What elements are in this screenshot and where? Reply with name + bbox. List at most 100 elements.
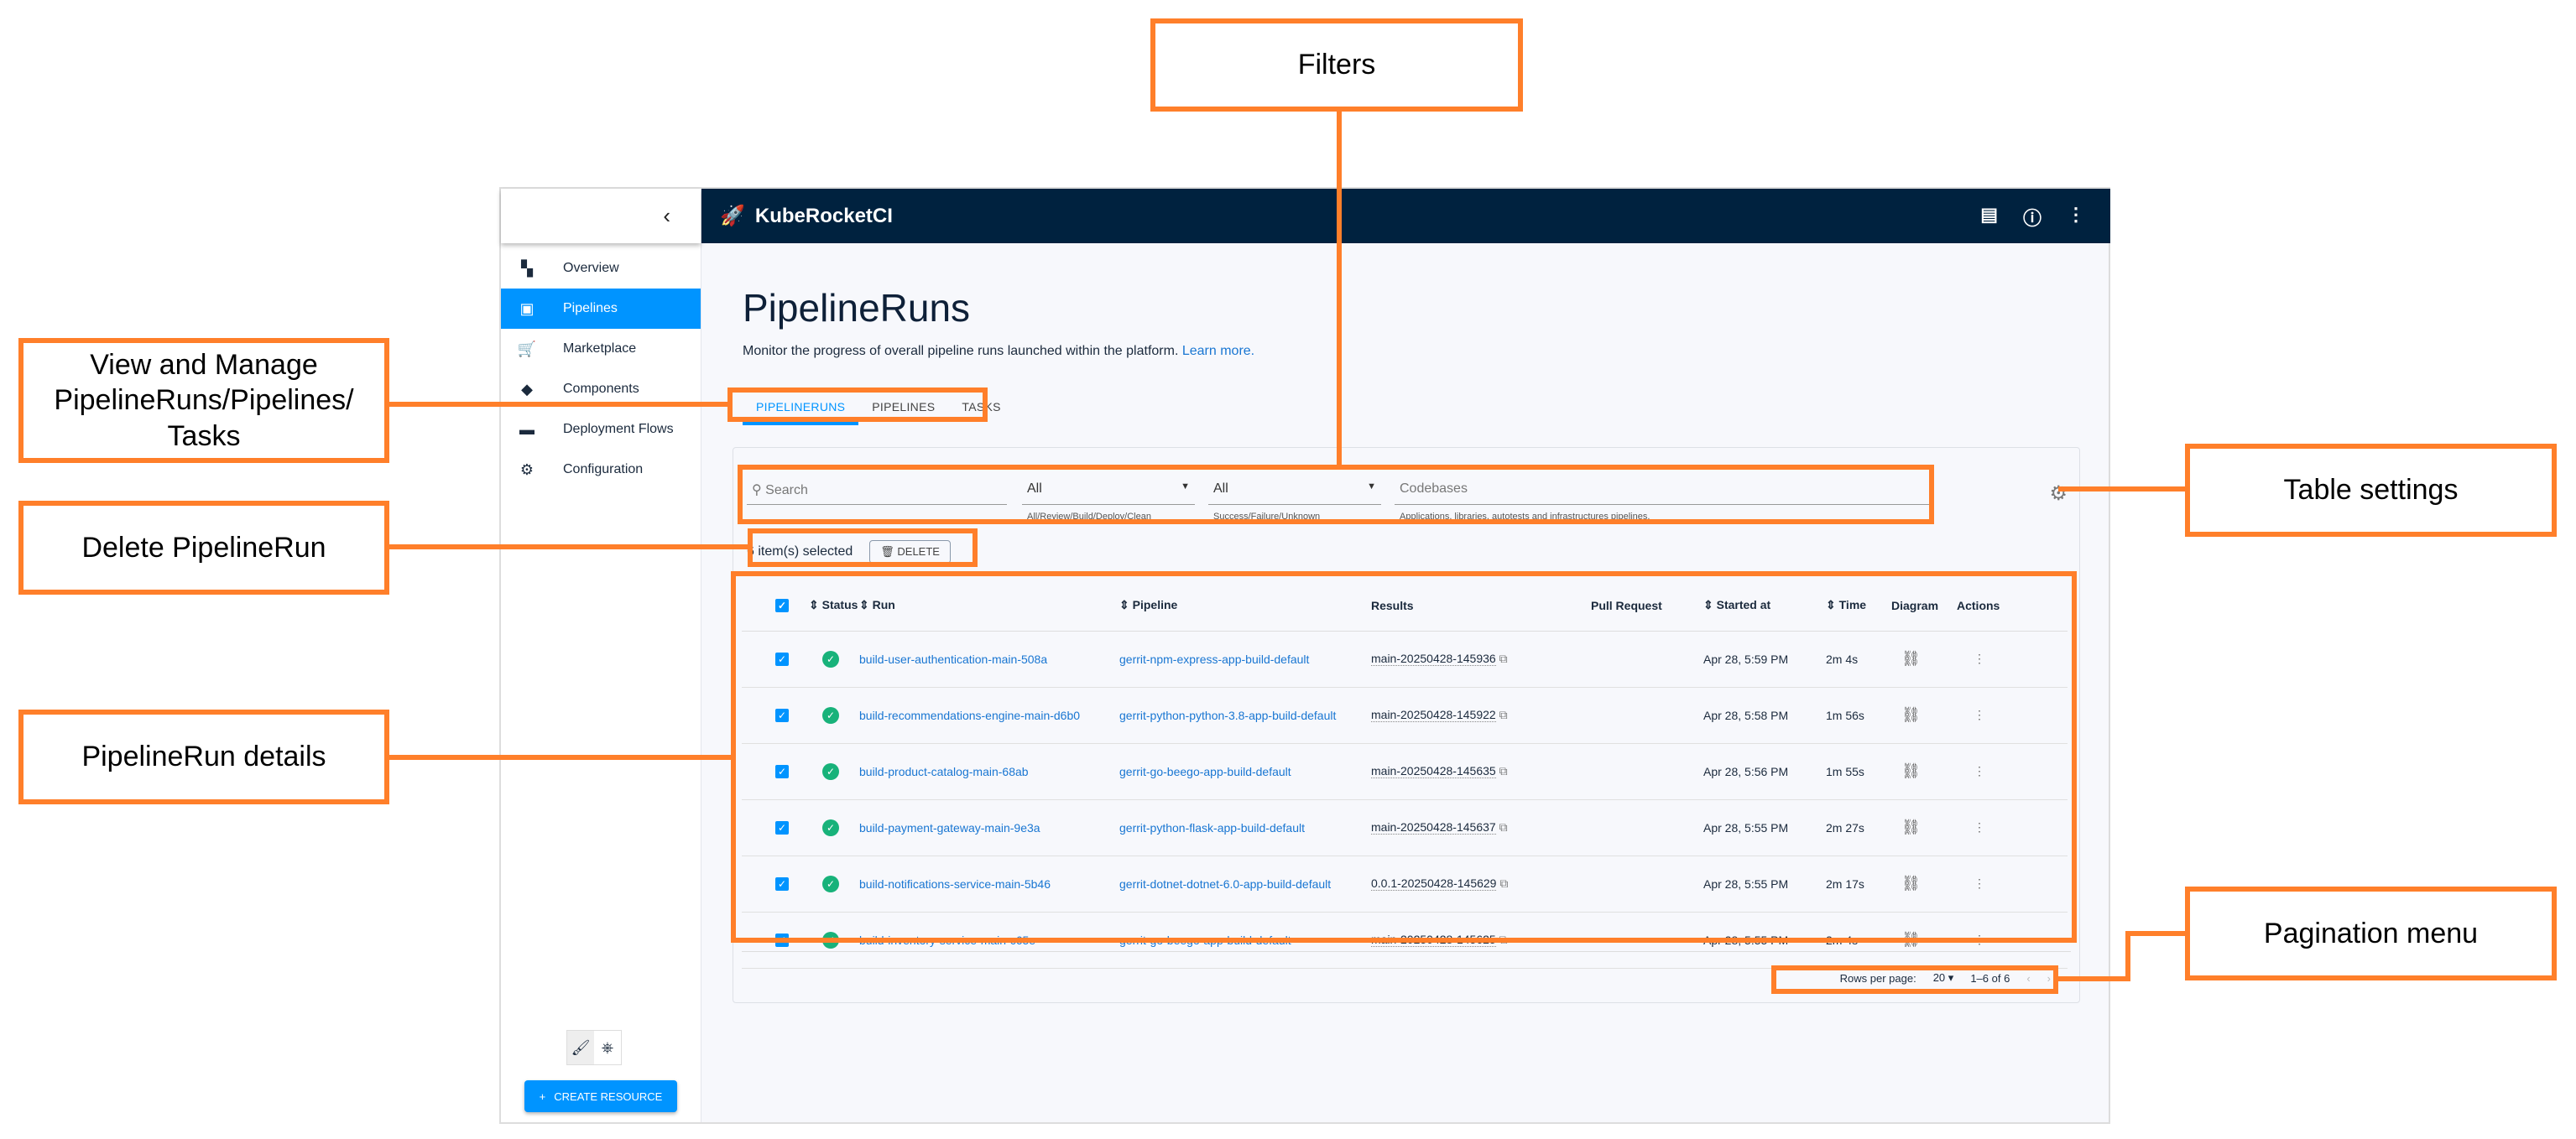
pipeline-icon: ▣ (519, 299, 534, 317)
pipeline-link[interactable]: gerrit-go-beego-app-build-default (1119, 764, 1291, 778)
column-diagram: Diagram (1891, 580, 1957, 632)
more-vert-icon[interactable]: ⋮ (2067, 204, 2085, 225)
row-checkbox[interactable]: ✓ (775, 653, 789, 666)
run-link[interactable]: build-user-authentication-main-508a (859, 652, 1048, 666)
info-icon[interactable]: ⓘ (2022, 208, 2042, 229)
kubernetes-icon[interactable]: ⎈ (601, 1038, 614, 1056)
status-select[interactable]: All ▼ (1208, 481, 1381, 505)
sidebar-item-marketplace[interactable]: 🛒 Marketplace (517, 340, 637, 357)
sidebar-item-components[interactable]: ◆ Components (501, 369, 701, 409)
tabs: PIPELINERUNS PIPELINES TASKS (743, 392, 1014, 425)
plus-icon: + (539, 1090, 546, 1103)
actions-menu-icon[interactable]: ⋮ (1957, 743, 2068, 800)
tab-pipelines[interactable]: PIPELINES (872, 400, 936, 413)
column-run[interactable]: ⇕ Run (859, 580, 1119, 632)
column-actions: Actions (1957, 580, 2068, 632)
actions-menu-icon[interactable]: ⋮ (1957, 856, 2068, 913)
column-results: Results (1371, 580, 1591, 632)
diagram-icon[interactable]: ⛓ (1891, 799, 1957, 856)
chevron-left-icon[interactable]: ‹ (663, 203, 670, 228)
cart-icon: 🛒 (517, 340, 537, 357)
sidebar: ‹ ▚ Overview ▣ Pipelines 🛒 Marketplace ◆ Compon… (501, 189, 701, 1122)
table-row: ✓ ✓ build-product-catalog-main-68ab gerr… (742, 743, 2068, 800)
success-status-icon: ✓ (822, 650, 839, 668)
column-status[interactable]: ⇕ Status (792, 580, 859, 632)
sidebar-item-configuration[interactable]: ⚙ Configuration (501, 450, 701, 490)
search-input[interactable]: ⚲ Search (747, 481, 1007, 505)
brand-name: KubeRocketCI (754, 204, 893, 227)
diagram-icon[interactable]: ⛓ (1891, 631, 1957, 688)
search-icon: ⚲ (752, 483, 766, 497)
table-row: ✓ ✓ build-notifications-service-main-5b4… (742, 856, 2068, 913)
run-link[interactable]: build-notifications-service-main-5b46 (859, 876, 1051, 891)
copy-icon[interactable]: ⧉ (1499, 876, 1509, 890)
rocket-icon[interactable]: 🖌 (567, 1031, 594, 1064)
top-header: 🚀 KubeRocketCI ▤ ⓘ ⋮ (701, 189, 2110, 243)
run-link[interactable]: build-product-catalog-main-68ab (859, 764, 1029, 778)
type-select[interactable]: All ▼ (1022, 481, 1195, 505)
prev-page-icon[interactable]: ‹ (2026, 971, 2031, 985)
results-value: main-20250428-145635 (1371, 764, 1496, 778)
copy-icon[interactable]: ⧉ (1499, 708, 1508, 721)
diagram-icon[interactable]: ⛓ (1891, 743, 1957, 800)
server-icon: ▬ (519, 420, 534, 438)
tab-pipelineruns[interactable]: PIPELINERUNS (743, 392, 859, 425)
copy-icon[interactable]: ⧉ (1499, 764, 1508, 778)
highlight-filters (738, 465, 1934, 524)
dropdown-arrow-icon: ▼ (1367, 481, 1376, 491)
column-pipeline[interactable]: ⇕ Pipeline (1119, 580, 1371, 632)
sidebar-item-deployment-flows[interactable]: ▬ Deployment Flows (519, 420, 674, 438)
diagram-icon[interactable]: ⛓ (1891, 687, 1957, 744)
highlight-pagination (1771, 965, 2058, 994)
table-settings-icon[interactable]: ⚙ (2049, 482, 2068, 505)
row-checkbox[interactable]: ✓ (775, 709, 789, 722)
tab-tasks[interactable]: TASKS (962, 400, 1001, 413)
pipeline-link[interactable]: gerrit-python-python-3.8-app-build-defau… (1119, 708, 1337, 722)
feedback-icon[interactable]: ▤ (1980, 204, 1998, 225)
pipeline-link[interactable]: gerrit-npm-express-app-build-default (1119, 652, 1310, 666)
actions-menu-icon[interactable]: ⋮ (1957, 631, 2068, 688)
theme-toggle[interactable]: 🖌 ⎈ (566, 1030, 622, 1065)
started-at: Apr 28, 5:58 PM (1692, 687, 1826, 744)
actions-menu-icon[interactable]: ⋮ (1957, 799, 2068, 856)
success-status-icon: ✓ (822, 875, 839, 892)
column-started-at[interactable]: ⇕ Started at (1692, 580, 1826, 632)
gear-icon: ⚙ (519, 460, 534, 478)
duration: 1m 55s (1826, 743, 1891, 800)
copy-icon[interactable]: ⧉ (1499, 820, 1508, 834)
sidebar-item-overview[interactable]: ▚ Overview (501, 248, 701, 289)
sidebar-item-pipelines[interactable]: ▣ Pipelines (501, 289, 701, 329)
success-status-icon: ✓ (822, 762, 839, 780)
callout-filters: Filters (1150, 18, 1523, 112)
run-link[interactable]: build-payment-gateway-main-9e3a (859, 820, 1040, 835)
codebases-input[interactable]: Codebases (1395, 481, 1932, 505)
highlight-table (731, 571, 2077, 943)
row-checkbox[interactable]: ✓ (775, 821, 789, 835)
table-row: ✓ ✓ build-payment-gateway-main-9e3a gerr… (742, 799, 2068, 856)
column-time[interactable]: ⇕ Time (1826, 580, 1891, 632)
results-value: 0.0.1-20250428-145629 (1371, 876, 1497, 891)
pipeline-link[interactable]: gerrit-dotnet-dotnet-6.0-app-build-defau… (1119, 876, 1332, 891)
learn-more-link[interactable]: Learn more. (1181, 344, 1255, 358)
dashboard-icon: ▚ (521, 259, 533, 277)
page-title: PipelineRuns (743, 286, 971, 330)
select-all-checkbox[interactable]: ✓ (775, 599, 789, 613)
page-range: 1–6 of 6 (1970, 971, 2010, 985)
highlight-delete (748, 528, 978, 567)
column-pull-request: Pull Request (1591, 580, 1692, 632)
duration: 2m 17s (1826, 856, 1891, 913)
results-value: main-20250428-145922 (1371, 708, 1496, 722)
next-page-icon[interactable]: › (2047, 971, 2051, 985)
rocket-logo-icon: 🚀 (720, 205, 745, 227)
rows-per-page-select[interactable]: 20 ▾ (1932, 971, 1954, 984)
row-checkbox[interactable]: ✓ (775, 765, 789, 778)
started-at: Apr 28, 5:55 PM (1692, 856, 1826, 913)
create-resource-button[interactable]: + CREATE RESOURCE (524, 1080, 677, 1112)
run-link[interactable]: build-recommendations-engine-main-d6b0 (859, 708, 1081, 722)
pipeline-link[interactable]: gerrit-python-flask-app-build-default (1119, 820, 1305, 835)
diagram-icon[interactable]: ⛓ (1891, 856, 1957, 913)
row-checkbox[interactable]: ✓ (775, 877, 789, 891)
actions-menu-icon[interactable]: ⋮ (1957, 687, 2068, 744)
callout-pagination: Pagination menu (2185, 887, 2557, 980)
copy-icon[interactable]: ⧉ (1499, 652, 1508, 665)
